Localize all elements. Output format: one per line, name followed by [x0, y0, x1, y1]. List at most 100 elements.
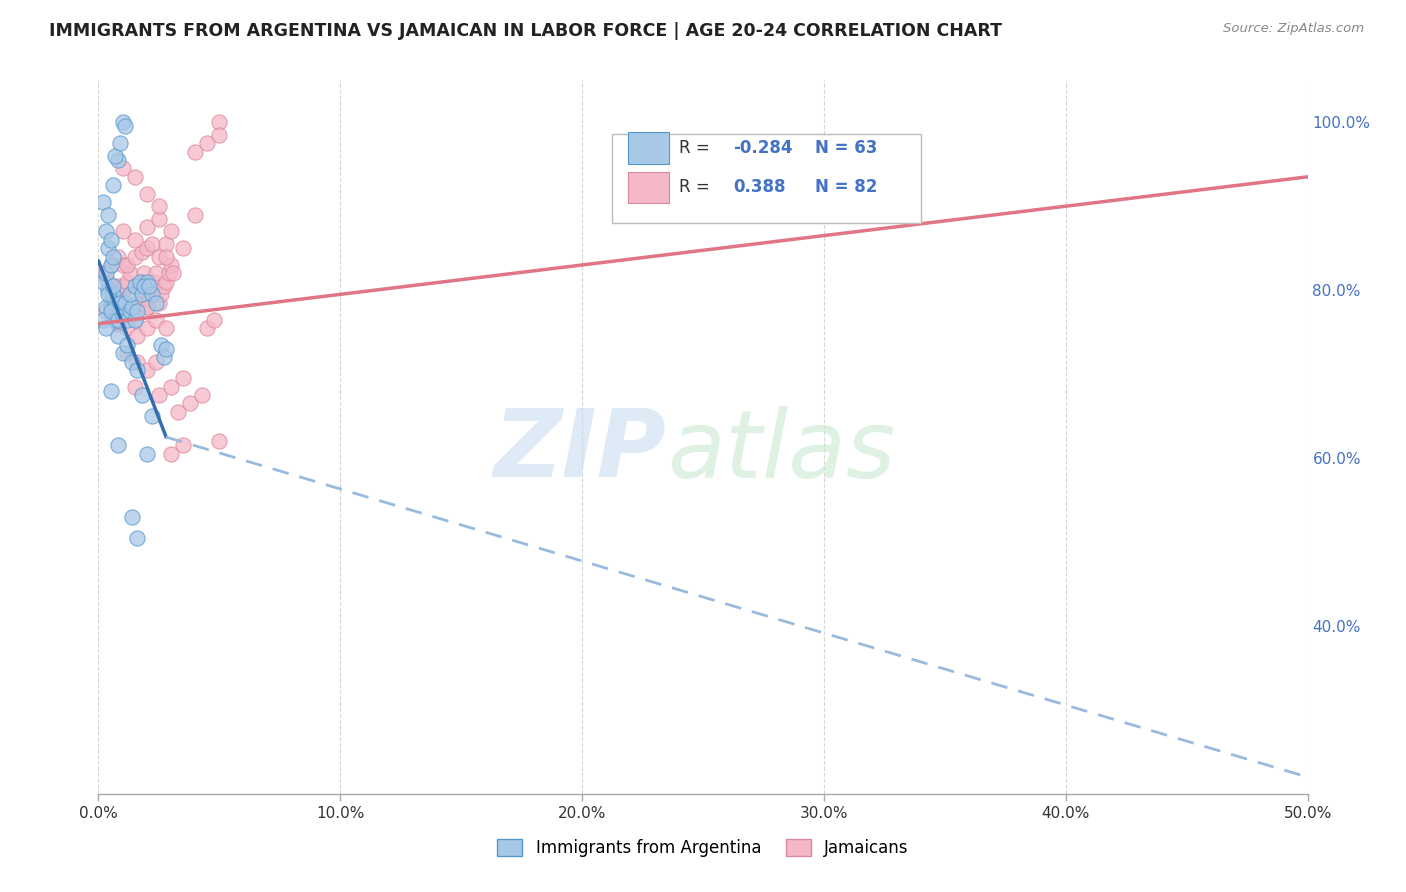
- Point: [124, 312, 146, 326]
- Point: [138, 279, 160, 293]
- Point: [104, 149, 127, 163]
- Point: [97, 275, 120, 289]
- Point: [172, 438, 194, 452]
- Point: [152, 351, 174, 365]
- Point: [127, 295, 149, 310]
- Point: [172, 241, 194, 255]
- Point: [94, 224, 117, 238]
- Point: [117, 321, 139, 335]
- Point: [162, 266, 184, 280]
- Point: [127, 354, 149, 368]
- Point: [141, 283, 163, 297]
- Point: [150, 337, 173, 351]
- Point: [111, 224, 134, 238]
- Point: [135, 447, 157, 461]
- Point: [135, 321, 157, 335]
- Point: [101, 279, 124, 293]
- Point: [100, 304, 122, 318]
- Point: [127, 304, 149, 318]
- Point: [94, 304, 117, 318]
- Point: [117, 275, 139, 289]
- Point: [100, 300, 122, 314]
- Point: [111, 258, 134, 272]
- Text: atlas: atlas: [666, 406, 896, 497]
- Point: [204, 312, 226, 326]
- Point: [143, 275, 166, 289]
- Point: [148, 199, 170, 213]
- Point: [135, 363, 157, 377]
- Point: [160, 258, 183, 272]
- FancyBboxPatch shape: [628, 132, 669, 164]
- Point: [117, 337, 139, 351]
- Point: [104, 283, 127, 297]
- Point: [155, 237, 177, 252]
- Point: [145, 266, 167, 280]
- Text: 0.388: 0.388: [734, 178, 786, 196]
- Point: [138, 292, 160, 306]
- FancyBboxPatch shape: [613, 134, 921, 223]
- Point: [195, 321, 218, 335]
- Point: [101, 287, 124, 301]
- Point: [107, 250, 129, 264]
- Point: [155, 275, 177, 289]
- Point: [91, 266, 114, 280]
- Point: [107, 153, 129, 167]
- Point: [141, 237, 163, 252]
- Point: [94, 321, 117, 335]
- FancyBboxPatch shape: [628, 171, 669, 203]
- Point: [91, 194, 114, 209]
- Point: [145, 312, 167, 326]
- Point: [114, 279, 136, 293]
- Point: [111, 161, 134, 176]
- Point: [131, 388, 153, 402]
- Point: [118, 266, 141, 280]
- Point: [135, 220, 157, 235]
- Point: [124, 169, 146, 184]
- Point: [114, 120, 136, 134]
- Point: [150, 287, 173, 301]
- Point: [160, 447, 183, 461]
- Point: [157, 266, 180, 280]
- Point: [124, 380, 146, 394]
- Point: [108, 304, 131, 318]
- Legend: Immigrants from Argentina, Jamaicans: Immigrants from Argentina, Jamaicans: [491, 832, 915, 864]
- Point: [108, 295, 131, 310]
- Point: [127, 329, 149, 343]
- Point: [100, 258, 122, 272]
- Text: N = 82: N = 82: [815, 178, 877, 196]
- Point: [128, 275, 150, 289]
- Point: [141, 409, 163, 423]
- Point: [117, 258, 139, 272]
- Text: Source: ZipAtlas.com: Source: ZipAtlas.com: [1223, 22, 1364, 36]
- Point: [118, 287, 141, 301]
- Point: [208, 115, 231, 129]
- Point: [101, 250, 124, 264]
- Point: [104, 312, 127, 326]
- Point: [124, 279, 146, 293]
- Point: [155, 342, 177, 356]
- Point: [111, 287, 134, 301]
- Point: [97, 283, 120, 297]
- Point: [172, 371, 194, 385]
- Point: [114, 295, 136, 310]
- Point: [94, 300, 117, 314]
- Text: IMMIGRANTS FROM ARGENTINA VS JAMAICAN IN LABOR FORCE | AGE 20-24 CORRELATION CHA: IMMIGRANTS FROM ARGENTINA VS JAMAICAN IN…: [49, 22, 1002, 40]
- Point: [208, 434, 231, 449]
- Point: [97, 241, 120, 255]
- Point: [117, 346, 139, 360]
- Point: [134, 279, 156, 293]
- Point: [135, 186, 157, 201]
- Point: [208, 128, 231, 142]
- Point: [107, 312, 129, 326]
- Point: [100, 233, 122, 247]
- Point: [118, 304, 141, 318]
- Point: [184, 145, 207, 159]
- Point: [107, 317, 129, 331]
- Point: [124, 312, 146, 326]
- Text: -0.284: -0.284: [734, 139, 793, 157]
- Point: [100, 295, 122, 310]
- Point: [107, 295, 129, 310]
- Text: R =: R =: [679, 178, 714, 196]
- Text: R =: R =: [679, 139, 714, 157]
- Point: [121, 354, 143, 368]
